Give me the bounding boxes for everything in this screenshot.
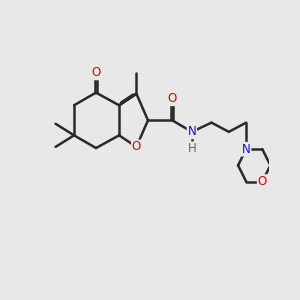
Text: O: O	[168, 92, 177, 105]
Text: O: O	[258, 175, 267, 188]
Text: O: O	[92, 67, 100, 80]
Text: O: O	[132, 140, 141, 153]
Text: N: N	[188, 125, 196, 138]
Text: H: H	[188, 142, 196, 155]
Text: N: N	[242, 143, 250, 156]
